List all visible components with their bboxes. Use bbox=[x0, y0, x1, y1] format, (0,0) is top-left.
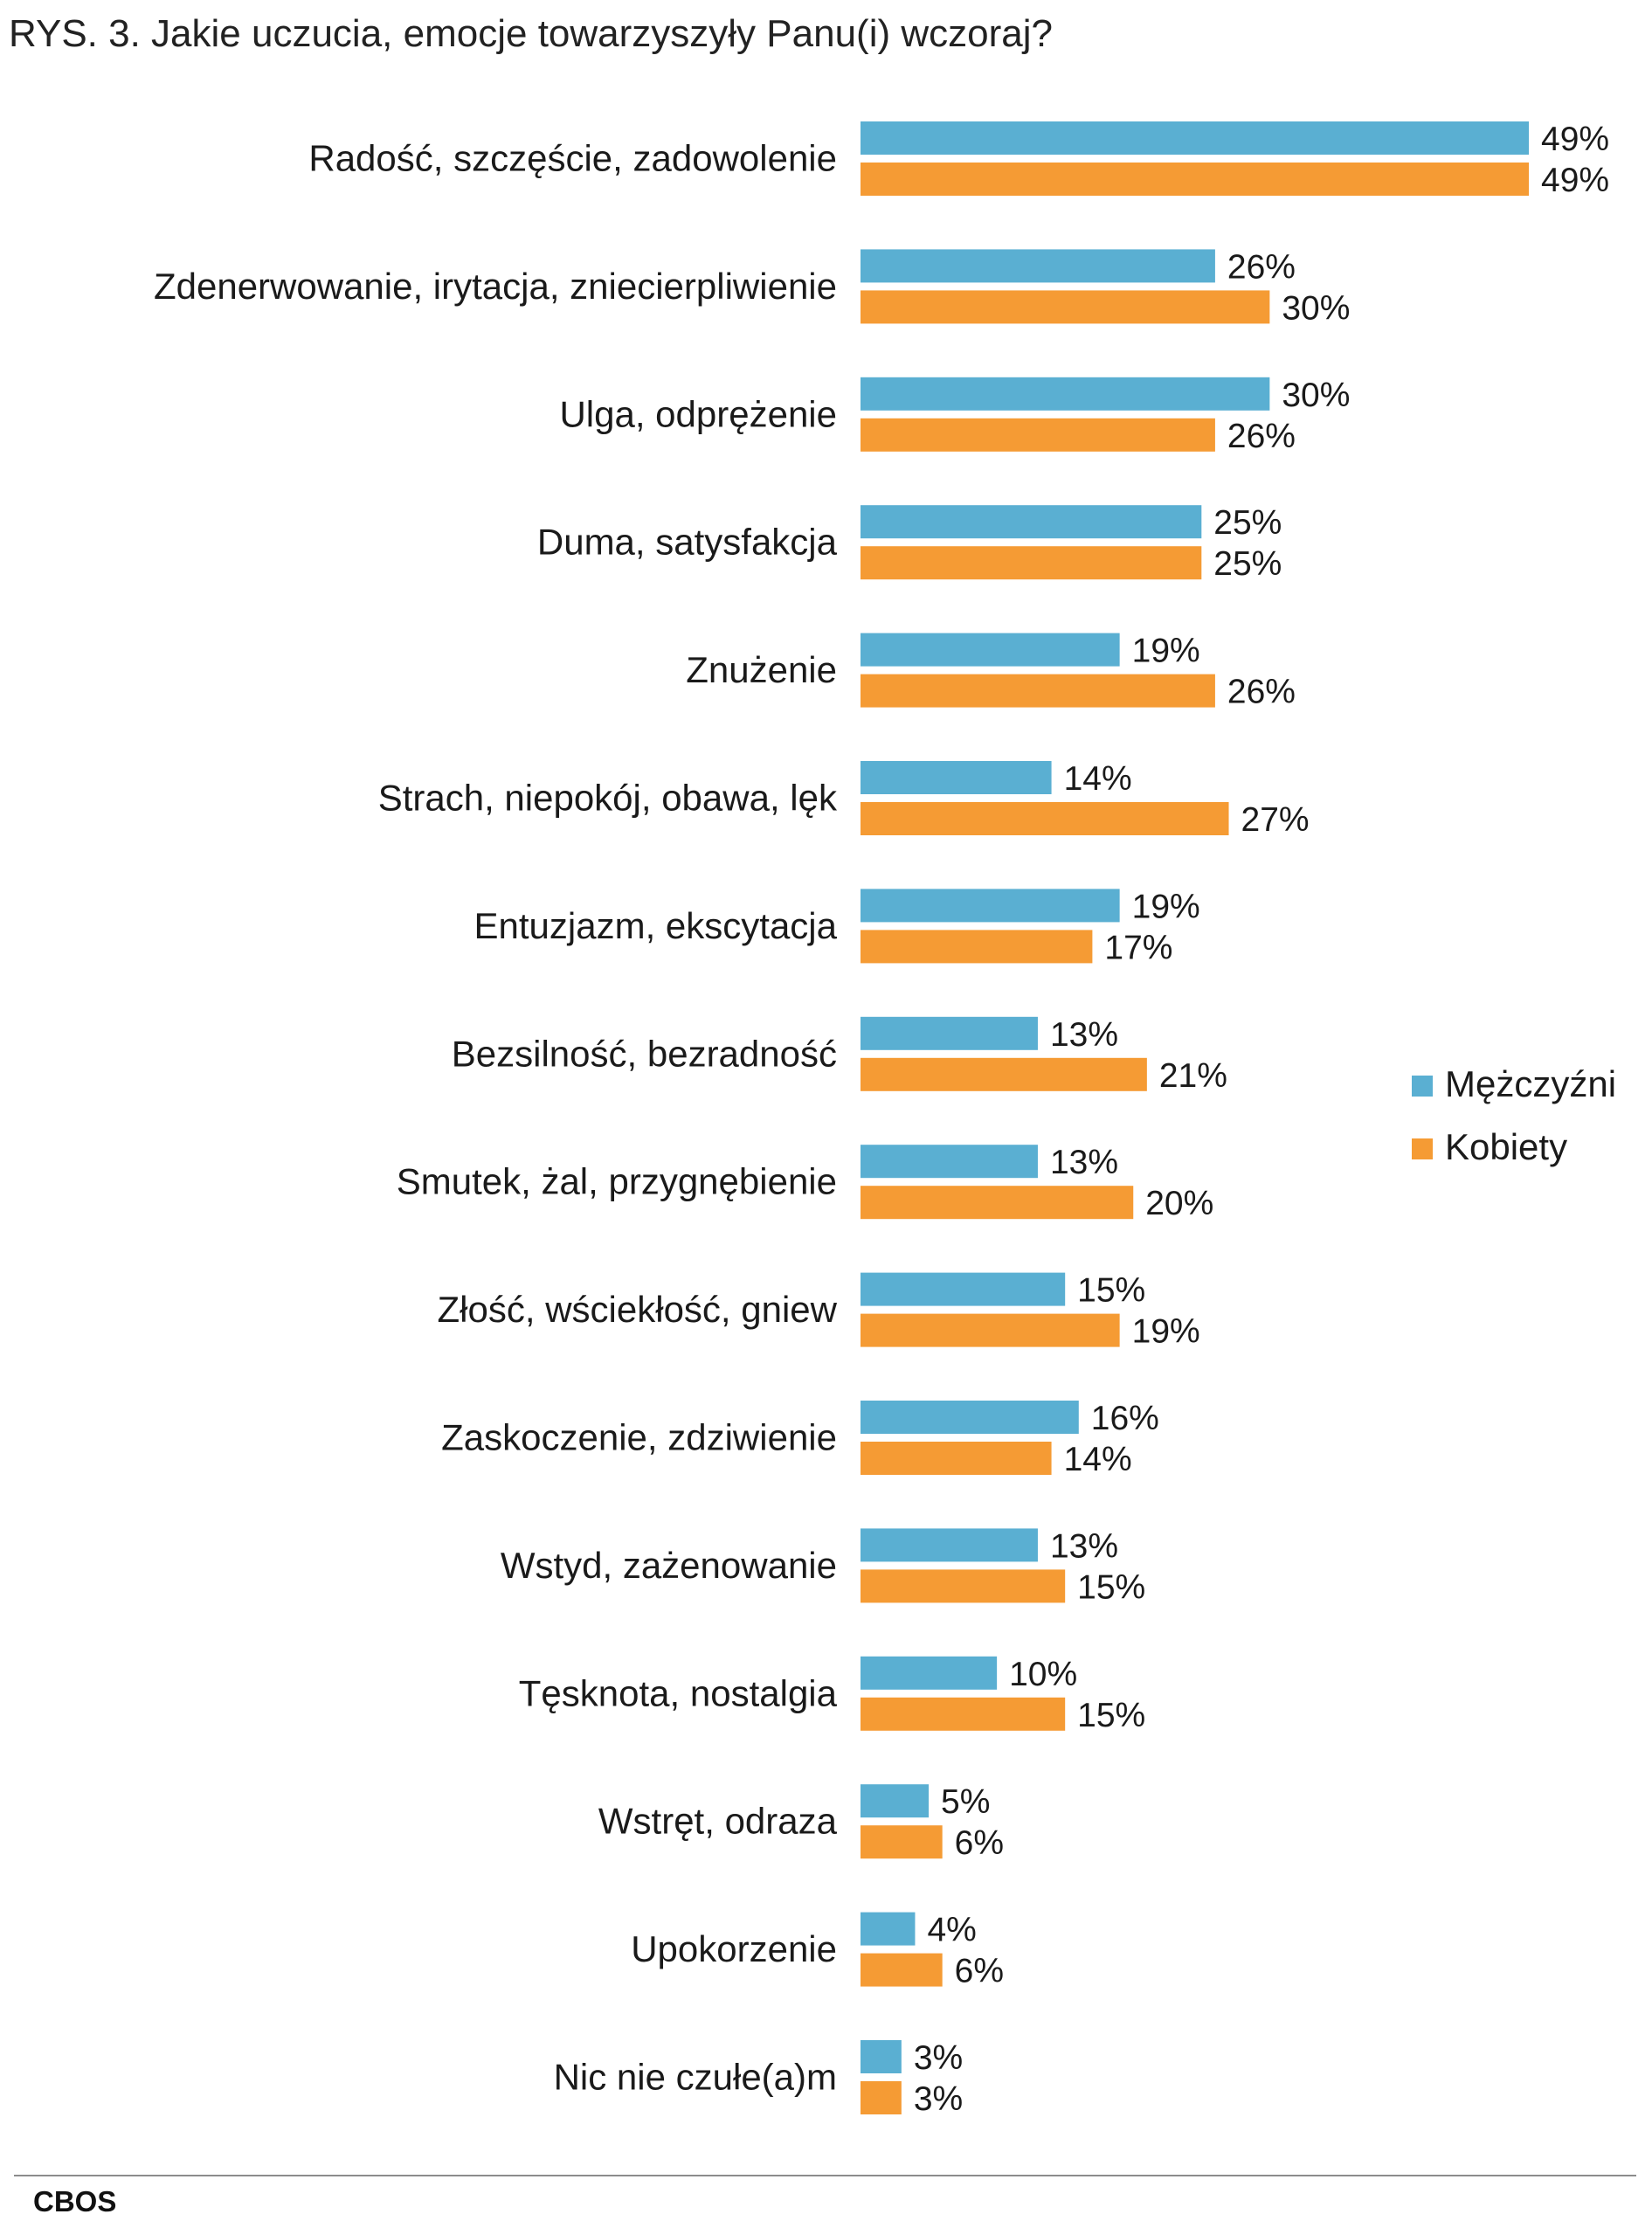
women-bar bbox=[861, 418, 1215, 452]
value-label: 6% bbox=[955, 1824, 1004, 1862]
category-label: Wstręt, odraza bbox=[598, 1801, 838, 1842]
men-bar bbox=[861, 1272, 1066, 1306]
value-label: 25% bbox=[1213, 504, 1282, 542]
women-bar bbox=[861, 1442, 1052, 1475]
value-label: 19% bbox=[1132, 1313, 1200, 1351]
legend-label-women: Kobiety bbox=[1445, 1126, 1567, 1167]
value-label: 4% bbox=[927, 1912, 976, 1949]
value-label: 13% bbox=[1050, 1527, 1118, 1565]
women-bar bbox=[861, 1057, 1147, 1091]
category-label: Złość, wściekłość, gniew bbox=[438, 1289, 838, 1330]
men-bar bbox=[861, 1016, 1038, 1050]
footer-divider bbox=[14, 2175, 1636, 2176]
chart-title: RYS. 3. Jakie uczucia, emocje towarzyszy… bbox=[9, 12, 1053, 55]
value-label: 15% bbox=[1077, 1272, 1145, 1310]
category-label: Zaskoczenie, zdziwienie bbox=[441, 1417, 837, 1458]
women-bar bbox=[861, 1313, 1120, 1347]
value-label: 49% bbox=[1541, 121, 1609, 158]
bar-chart: Radość, szczęście, zadowolenie 49% 49% Zden… bbox=[154, 121, 1616, 2118]
women-bar bbox=[861, 674, 1215, 708]
value-label: 3% bbox=[914, 2080, 963, 2118]
category-label: Upokorzenie bbox=[631, 1928, 837, 1969]
legend-swatch-women bbox=[1412, 1138, 1433, 1159]
value-label: 27% bbox=[1241, 801, 1310, 839]
category-label: Ulga, odprężenie bbox=[559, 393, 837, 434]
men-bar bbox=[861, 505, 1202, 539]
men-bar bbox=[861, 1145, 1038, 1179]
women-bar bbox=[861, 163, 1529, 196]
value-label: 15% bbox=[1077, 1697, 1145, 1734]
source-label: CBOS bbox=[33, 2185, 117, 2218]
category-label: Wstyd, zażenowanie bbox=[501, 1545, 837, 1586]
women-bar bbox=[861, 1825, 943, 1859]
value-label: 14% bbox=[1064, 760, 1132, 798]
men-bar bbox=[861, 1528, 1038, 1562]
women-bar bbox=[861, 1569, 1066, 1603]
women-bar bbox=[861, 1186, 1134, 1220]
value-label: 21% bbox=[1159, 1057, 1227, 1095]
women-bar bbox=[861, 290, 1270, 324]
value-label: 20% bbox=[1145, 1185, 1213, 1222]
women-bar bbox=[861, 802, 1229, 835]
men-bar bbox=[861, 761, 1052, 794]
value-label: 30% bbox=[1282, 377, 1350, 414]
women-bar bbox=[861, 930, 1093, 964]
value-label: 16% bbox=[1091, 1400, 1159, 1437]
men-bar bbox=[861, 1401, 1079, 1434]
value-label: 26% bbox=[1227, 418, 1296, 455]
value-label: 26% bbox=[1227, 674, 1296, 711]
men-bar bbox=[861, 1784, 930, 1818]
category-label: Strach, niepokój, obawa, lęk bbox=[378, 778, 838, 819]
value-label: 49% bbox=[1541, 162, 1609, 199]
category-label: Bezsilność, bezradność bbox=[452, 1033, 837, 1074]
women-bar bbox=[861, 546, 1202, 580]
category-label: Znużenie bbox=[686, 649, 837, 690]
women-bar bbox=[861, 1697, 1066, 1731]
value-label: 19% bbox=[1132, 888, 1200, 925]
category-label: Tęsknota, nostalgia bbox=[519, 1672, 838, 1713]
men-bar bbox=[861, 1912, 916, 1946]
category-label: Entuzjazm, ekscytacja bbox=[474, 905, 838, 946]
men-bar bbox=[861, 633, 1120, 667]
category-label: Radość, szczęście, zadowolenie bbox=[308, 138, 837, 179]
category-label: Nic nie czułe(a)m bbox=[554, 2057, 837, 2098]
category-label: Duma, satysfakcja bbox=[537, 522, 838, 563]
value-label: 5% bbox=[941, 1783, 990, 1821]
value-label: 26% bbox=[1227, 248, 1296, 286]
value-label: 15% bbox=[1077, 1568, 1145, 1606]
value-label: 25% bbox=[1213, 545, 1282, 583]
category-label: Smutek, żal, przygnębienie bbox=[397, 1161, 837, 1202]
men-bar bbox=[861, 1656, 998, 1690]
legend-swatch-men bbox=[1412, 1076, 1433, 1097]
value-label: 13% bbox=[1050, 1144, 1118, 1181]
value-label: 19% bbox=[1132, 633, 1200, 670]
men-bar bbox=[861, 249, 1215, 283]
value-label: 17% bbox=[1104, 929, 1172, 966]
men-bar bbox=[861, 121, 1529, 155]
category-label: Zdenerwowanie, irytacja, zniecierpliwien… bbox=[154, 266, 837, 307]
value-label: 13% bbox=[1050, 1016, 1118, 1054]
men-bar bbox=[861, 2040, 902, 2073]
value-label: 14% bbox=[1064, 1441, 1132, 1478]
women-bar bbox=[861, 1953, 943, 1987]
value-label: 3% bbox=[914, 2039, 963, 2077]
women-bar bbox=[861, 2081, 902, 2114]
men-bar bbox=[861, 377, 1270, 411]
value-label: 10% bbox=[1009, 1656, 1077, 1693]
legend-label-men: Mężczyźni bbox=[1445, 1063, 1616, 1104]
value-label: 6% bbox=[955, 1953, 1004, 1990]
value-label: 30% bbox=[1282, 289, 1350, 327]
men-bar bbox=[861, 889, 1120, 923]
